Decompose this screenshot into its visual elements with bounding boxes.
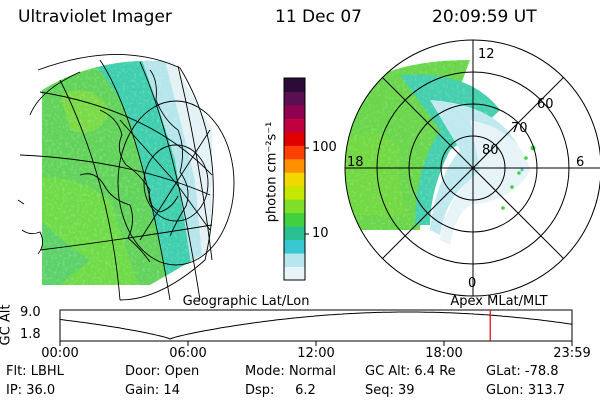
xtick-1800: 18:00 — [425, 346, 463, 361]
colorbar-segment — [284, 199, 305, 214]
footer-ip: IP: 36.0 — [6, 383, 56, 398]
colorbar-segment — [284, 104, 305, 119]
footer-glon: GLon: 313.7 — [486, 383, 566, 398]
xtick-1200: 12:00 — [297, 346, 335, 361]
mlat-label-80: 80 — [482, 143, 499, 158]
color-bar — [283, 77, 309, 281]
colorbar-segment — [284, 158, 305, 173]
footer-dsp: Dsp: 6.2 — [245, 383, 316, 398]
polar-map — [344, 39, 600, 297]
colorbar-segment — [284, 91, 305, 106]
mlat-label-60: 60 — [537, 97, 554, 112]
geographic-caption: Geographic Lat/Lon — [182, 294, 310, 309]
colorbar-segment — [284, 253, 305, 268]
xtick-0000: 00:00 — [41, 346, 79, 361]
footer-seq: Seq: 39 — [365, 383, 415, 398]
alt-ylabel: GC Alt — [0, 304, 14, 346]
colorbar-segment — [284, 145, 305, 160]
mlt-label-6: 6 — [576, 155, 585, 170]
alt-ymax-label: 9.0 — [20, 305, 41, 320]
altitude-plot — [59, 309, 573, 346]
colorbar-segment — [284, 239, 305, 254]
instrument-title: Ultraviolet Imager — [18, 7, 172, 27]
colorbar-segment — [284, 212, 305, 227]
colorbar-segment — [284, 172, 305, 187]
footer-glat: GLat: -78.8 — [486, 364, 559, 379]
footer-flt: Flt: LBHL — [6, 364, 64, 379]
xtick-2359: 23:59 — [553, 346, 591, 361]
colorbar-segment — [284, 78, 305, 92]
xtick-0600: 06:00 — [169, 346, 207, 361]
colorbar-unit-label: photon cm⁻²s⁻¹ — [264, 121, 280, 223]
colorbar-segment — [284, 131, 305, 146]
mlt-label-18: 18 — [347, 155, 364, 170]
date-label: 11 Dec 07 — [275, 7, 362, 27]
colorbar-segment — [284, 185, 305, 200]
footer-gain: Gain: 14 — [125, 383, 180, 398]
colorbar-segment — [284, 226, 305, 241]
footer-mode: Mode: Normal — [245, 364, 336, 379]
apex-caption: Apex MLat/MLT — [450, 294, 548, 309]
colorbar-segment — [284, 118, 305, 133]
colorbar-tick-100: 100 — [312, 140, 337, 155]
mlat-label-70: 70 — [511, 121, 528, 136]
geographic-map — [17, 54, 235, 301]
mlt-label-0: 0 — [468, 276, 477, 291]
colorbar-tick-10: 10 — [312, 226, 329, 241]
alt-ymin-label: 1.8 — [20, 327, 41, 342]
mlt-label-12: 12 — [478, 47, 495, 62]
footer-gc-alt: GC Alt: 6.4 Re — [365, 364, 456, 379]
time-label: 20:09:59 UT — [432, 7, 537, 27]
footer-door: Door: Open — [125, 364, 200, 379]
colorbar-segment — [284, 266, 305, 281]
